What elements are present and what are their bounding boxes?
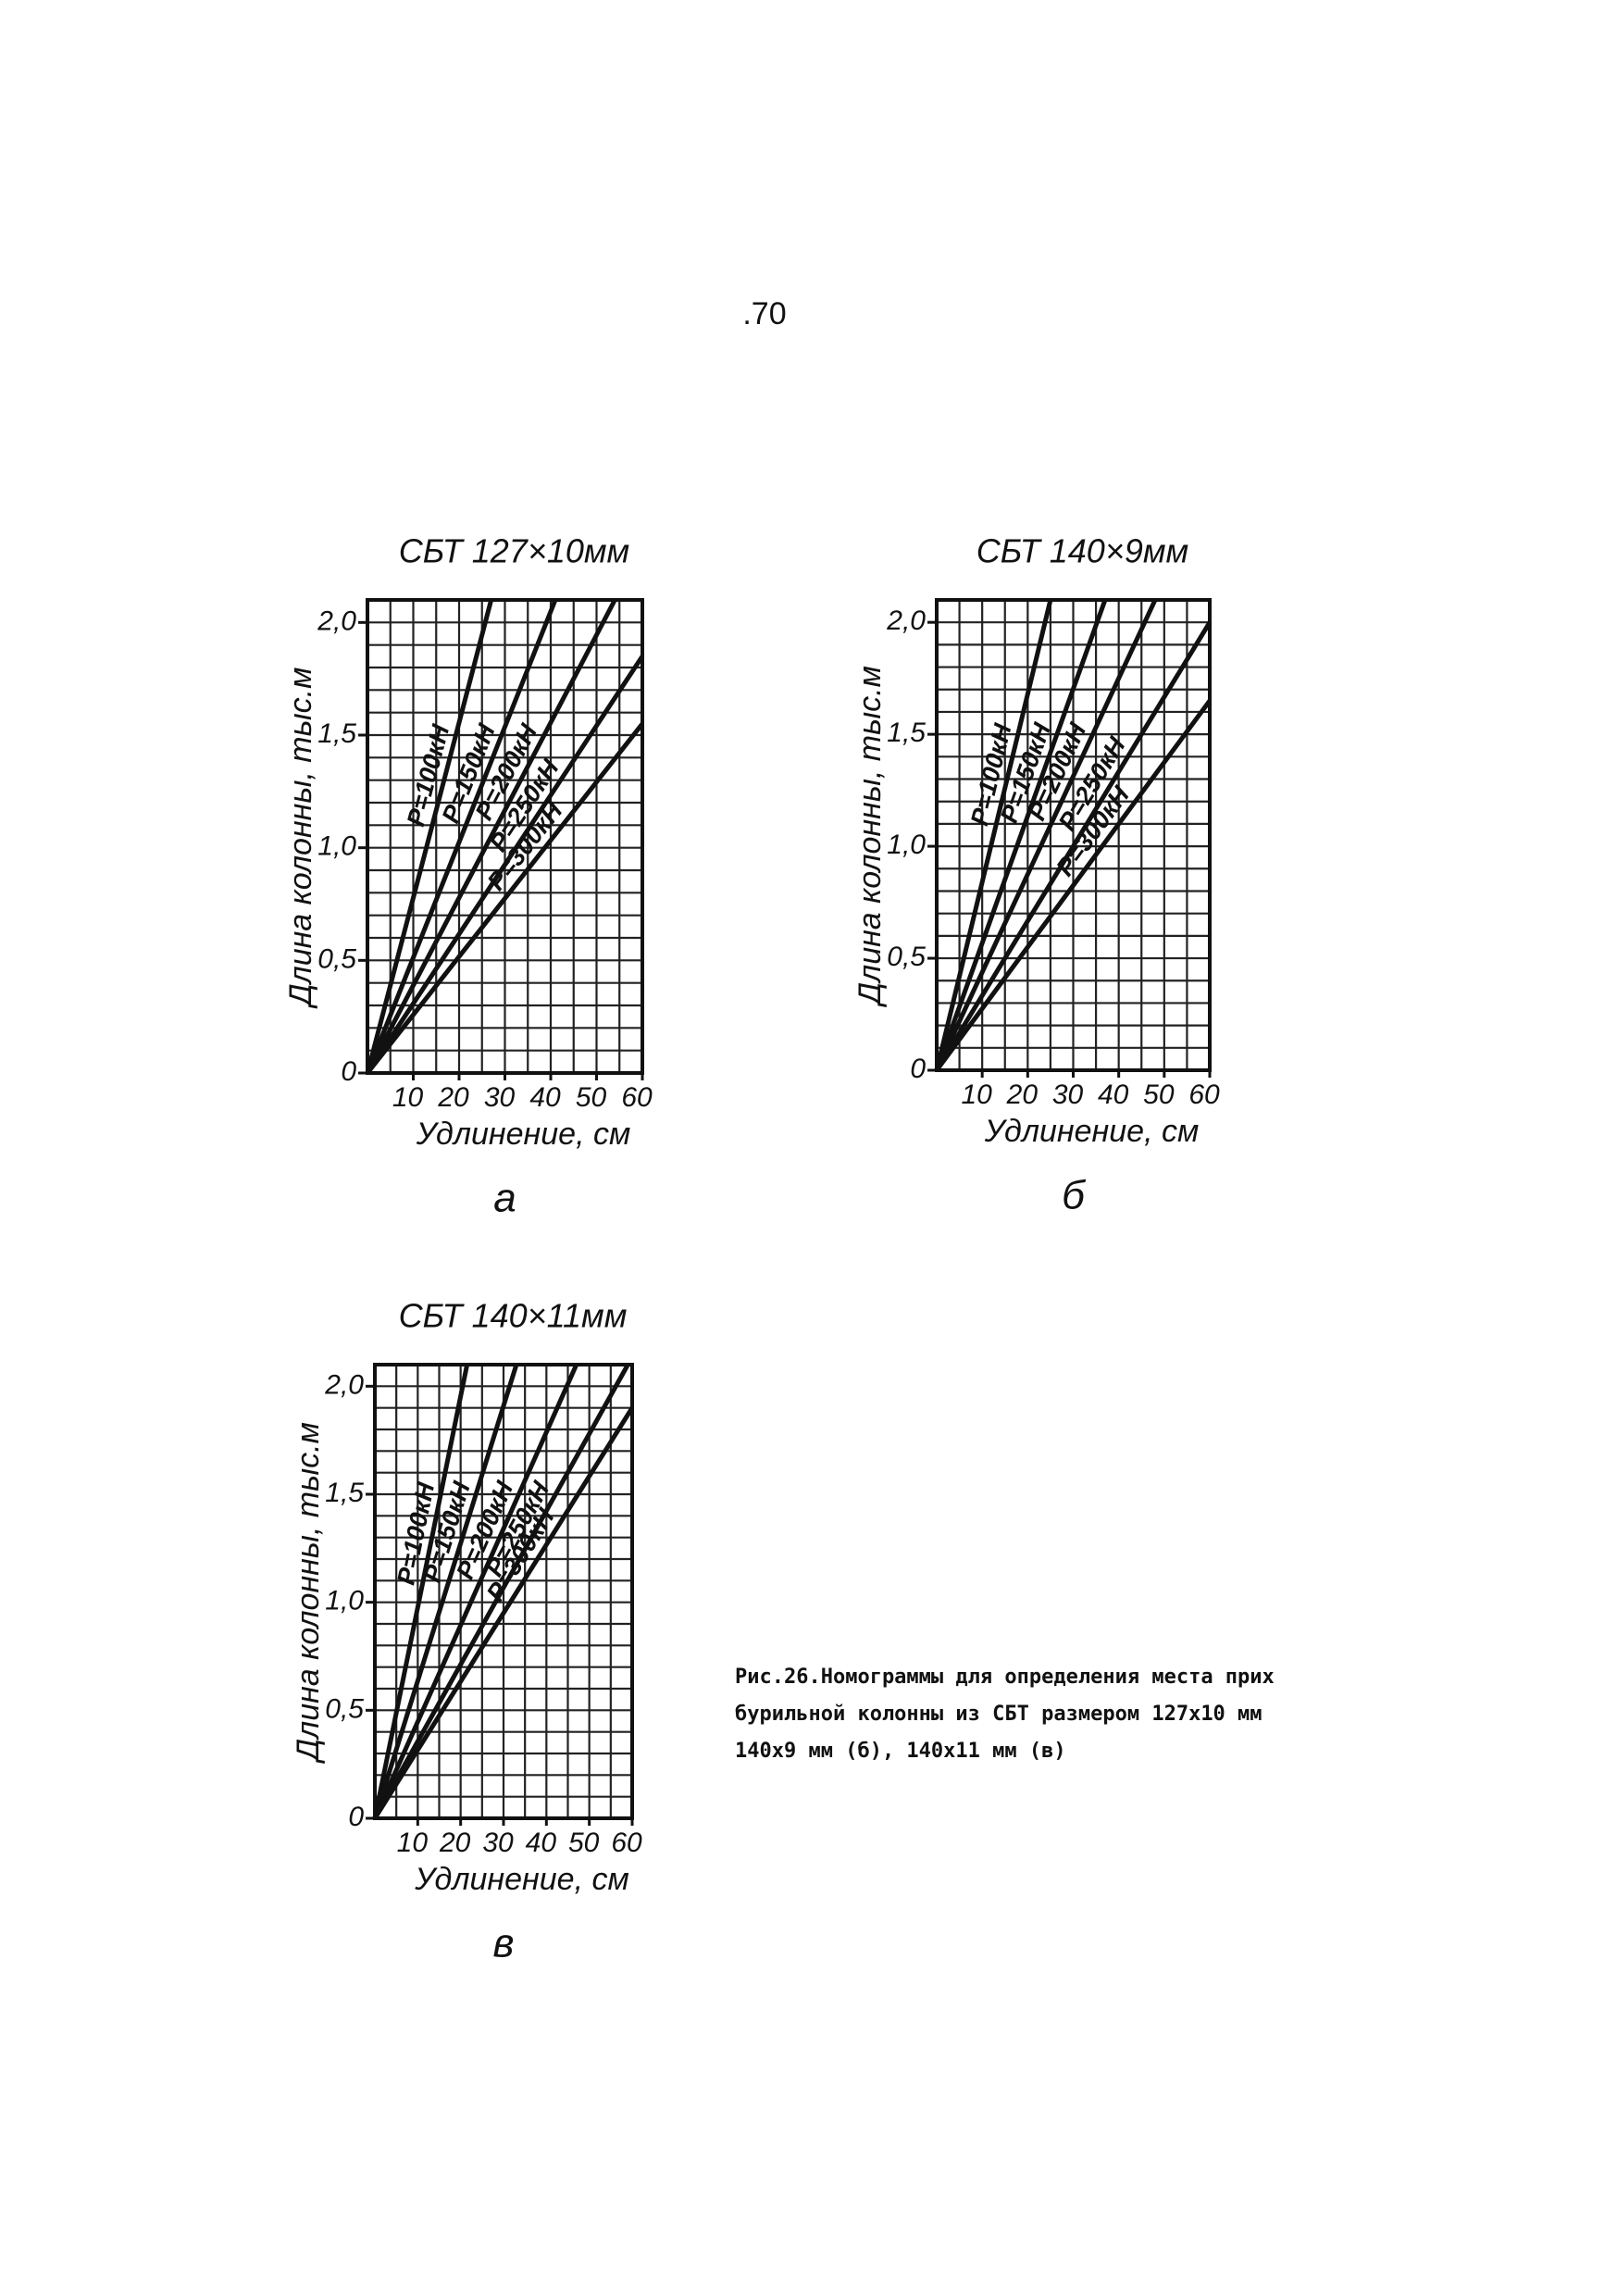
line xyxy=(934,620,1213,1072)
x-tick-label: 10 xyxy=(392,1082,424,1113)
line xyxy=(365,598,617,1075)
chart-title: СБТ 140×9мм xyxy=(976,532,1188,570)
panel-label: а xyxy=(493,1176,516,1221)
x-tick-label: 20 xyxy=(437,1082,469,1113)
line xyxy=(366,722,644,1075)
line xyxy=(365,599,494,1074)
panel-label: б xyxy=(1062,1173,1087,1218)
y-tick-label: 2,0 xyxy=(317,605,356,636)
y-tick-label: 0 xyxy=(910,1054,926,1084)
line xyxy=(372,1363,630,1820)
y-tick-label: 0,5 xyxy=(887,942,926,972)
x-tick-label: 20 xyxy=(1006,1079,1039,1110)
x-tick-label: 30 xyxy=(484,1082,516,1113)
line xyxy=(365,599,558,1074)
line xyxy=(372,1364,519,1819)
y-tick-label: 2,0 xyxy=(886,605,926,636)
line xyxy=(934,598,1158,1072)
caption-line: 140х9 мм (б), 140х11 мм (в) xyxy=(735,1740,1066,1763)
y-tick-label: 1,5 xyxy=(317,718,356,749)
x-tick-label: 10 xyxy=(961,1079,992,1110)
line xyxy=(372,1406,635,1820)
x-tick-label: 30 xyxy=(482,1828,514,1858)
x-tick-label: 30 xyxy=(1052,1079,1084,1110)
x-tick-label: 40 xyxy=(529,1082,561,1113)
chart-title: СБТ 127×10мм xyxy=(399,532,630,570)
y-tick-label: 0,5 xyxy=(317,943,356,974)
y-tick-label: 0 xyxy=(348,1802,364,1832)
panel-label: в xyxy=(493,1921,515,1966)
x-tick-label: 60 xyxy=(621,1082,653,1113)
y-axis-label: Длина колонны, тыс.м xyxy=(852,666,888,1008)
x-tick-label: 20 xyxy=(439,1828,471,1858)
caption-line: Рис.26.Номограммы для определения места … xyxy=(735,1666,1275,1689)
y-tick-label: 1,5 xyxy=(325,1478,364,1508)
x-tick-label: 10 xyxy=(397,1828,429,1858)
x-axis-label: Удлинение, см xyxy=(414,1862,629,1897)
x-tick-label: 60 xyxy=(611,1828,642,1858)
x-tick-label: 40 xyxy=(1098,1079,1129,1110)
x-tick-label: 50 xyxy=(1143,1079,1175,1110)
line xyxy=(365,655,645,1075)
x-tick-label: 50 xyxy=(576,1082,607,1113)
y-tick-label: 0 xyxy=(341,1056,356,1087)
y-axis-label: Длина колонны, тыс.м xyxy=(291,1422,326,1765)
y-tick-label: 0,5 xyxy=(325,1693,364,1724)
x-axis-label: Удлинение, см xyxy=(984,1114,1200,1149)
caption-line: бурильной колонны из СБТ размером 127х10… xyxy=(735,1703,1263,1726)
x-tick-label: 60 xyxy=(1188,1079,1220,1110)
x-axis-label: Удлинение, см xyxy=(416,1117,631,1152)
y-tick-label: 1,0 xyxy=(325,1586,364,1616)
line xyxy=(934,699,1213,1072)
y-tick-label: 1,5 xyxy=(887,718,926,748)
y-tick-label: 2,0 xyxy=(324,1369,364,1400)
y-tick-label: 1,0 xyxy=(887,830,926,860)
y-tick-label: 1,0 xyxy=(317,831,356,862)
y-axis-label: Длина колонны, тыс.м xyxy=(283,668,318,1010)
page-number: .70 xyxy=(742,296,786,331)
line xyxy=(372,1363,579,1820)
line xyxy=(934,599,1053,1071)
line xyxy=(372,1364,470,1819)
x-tick-label: 50 xyxy=(568,1828,600,1858)
x-tick-label: 40 xyxy=(526,1828,557,1858)
chart-title: СБТ 140×11мм xyxy=(399,1297,628,1335)
line xyxy=(934,599,1108,1071)
